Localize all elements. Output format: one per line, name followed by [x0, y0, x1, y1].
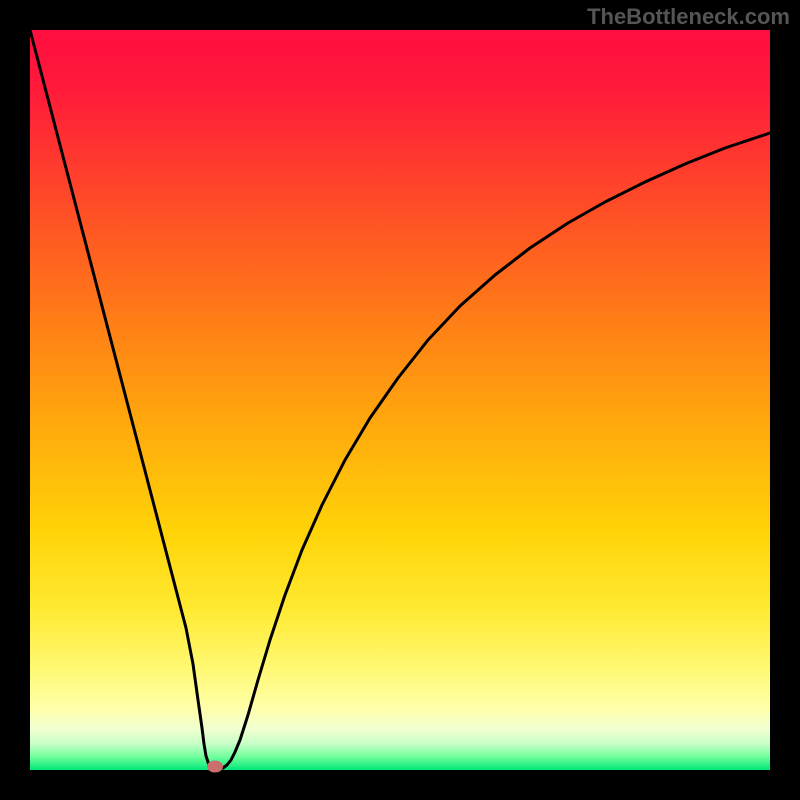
chart-container: TheBottleneck.com [0, 0, 800, 800]
minimum-marker [207, 761, 223, 773]
chart-svg [0, 0, 800, 800]
watermark-text: TheBottleneck.com [587, 4, 790, 30]
plot-area [30, 30, 770, 770]
